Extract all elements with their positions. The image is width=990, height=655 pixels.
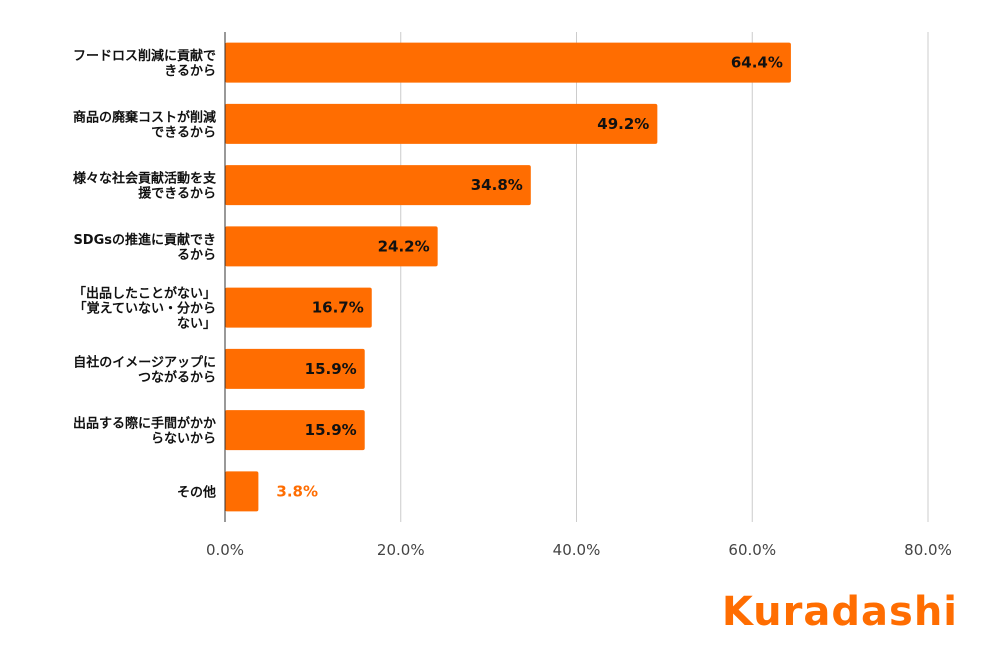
category-label-line: らないから <box>151 432 216 447</box>
category-label: 出品する際に手間がかからないから <box>73 416 216 447</box>
bar <box>225 471 259 512</box>
x-tick-label: 40.0% <box>553 541 601 559</box>
data-label: 15.9% <box>305 360 357 378</box>
category-label: その他 <box>177 484 216 500</box>
data-label: 16.7% <box>312 299 364 317</box>
bar <box>225 348 365 389</box>
category-label: 自社のイメージアップにつながるから <box>73 354 216 385</box>
bar <box>225 165 531 206</box>
category-label-line: 商品の廃棄コストが削減 <box>73 109 216 125</box>
data-label: 34.8% <box>471 176 523 194</box>
bar <box>225 410 365 451</box>
category-label-line: ない」 <box>177 317 216 332</box>
category-label-line: 様々な社会貢献活動を支 <box>73 171 217 187</box>
category-label-line: フードロス削減に貢献で <box>73 48 216 64</box>
x-tick-label: 0.0% <box>206 541 244 559</box>
category-label-line: つながるから <box>138 369 216 385</box>
data-label: 24.2% <box>378 237 430 255</box>
x-tick-label: 80.0% <box>904 541 952 559</box>
data-label: 49.2% <box>597 115 649 133</box>
category-label: 「出品したことがない」「覚えていない・分からない」 <box>73 286 216 332</box>
category-label: フードロス削減に貢献できるから <box>73 48 216 79</box>
category-label-line: 自社のイメージアップに <box>73 354 216 370</box>
kuradashi-logo: Kuradashi <box>721 589 958 635</box>
category-label-line: 出品する際に手間がかか <box>73 416 216 432</box>
category-label-line: るから <box>177 248 216 263</box>
category-labels: フードロス削減に貢献できるから商品の廃棄コストが削減できるから様々な社会貢献活動… <box>73 48 217 500</box>
data-label: 3.8% <box>276 482 318 500</box>
x-tick-label: 20.0% <box>377 541 425 559</box>
category-label-line: その他 <box>177 484 216 500</box>
bar <box>225 287 372 328</box>
category-label-line: 「覚えていない・分から <box>74 301 216 317</box>
data-label: 15.9% <box>305 421 357 439</box>
category-label: 商品の廃棄コストが削減できるから <box>73 109 216 140</box>
bar <box>225 226 438 267</box>
bars <box>225 42 791 512</box>
category-label: 様々な社会貢献活動を支援できるから <box>73 171 217 202</box>
category-label: SDGsの推進に貢献できるから <box>73 232 216 263</box>
x-tick-labels: 0.0% 20.0% 40.0% 60.0% 80.0% <box>206 541 952 559</box>
category-label-line: SDGsの推進に貢献でき <box>73 232 216 248</box>
x-tick-label: 60.0% <box>728 541 776 559</box>
category-label-line: 援できるから <box>138 186 216 202</box>
category-label-line: できるから <box>151 125 216 140</box>
bar <box>225 103 658 144</box>
data-label: 64.4% <box>731 54 783 72</box>
category-label-line: 「出品したことがない」 <box>73 286 216 302</box>
category-label-line: きるから <box>164 64 216 79</box>
data-labels: 64.4% 49.2% 34.8% 24.2% 16.7% 15.9% 15.9% 3.8% <box>276 54 783 501</box>
bar <box>225 42 791 83</box>
